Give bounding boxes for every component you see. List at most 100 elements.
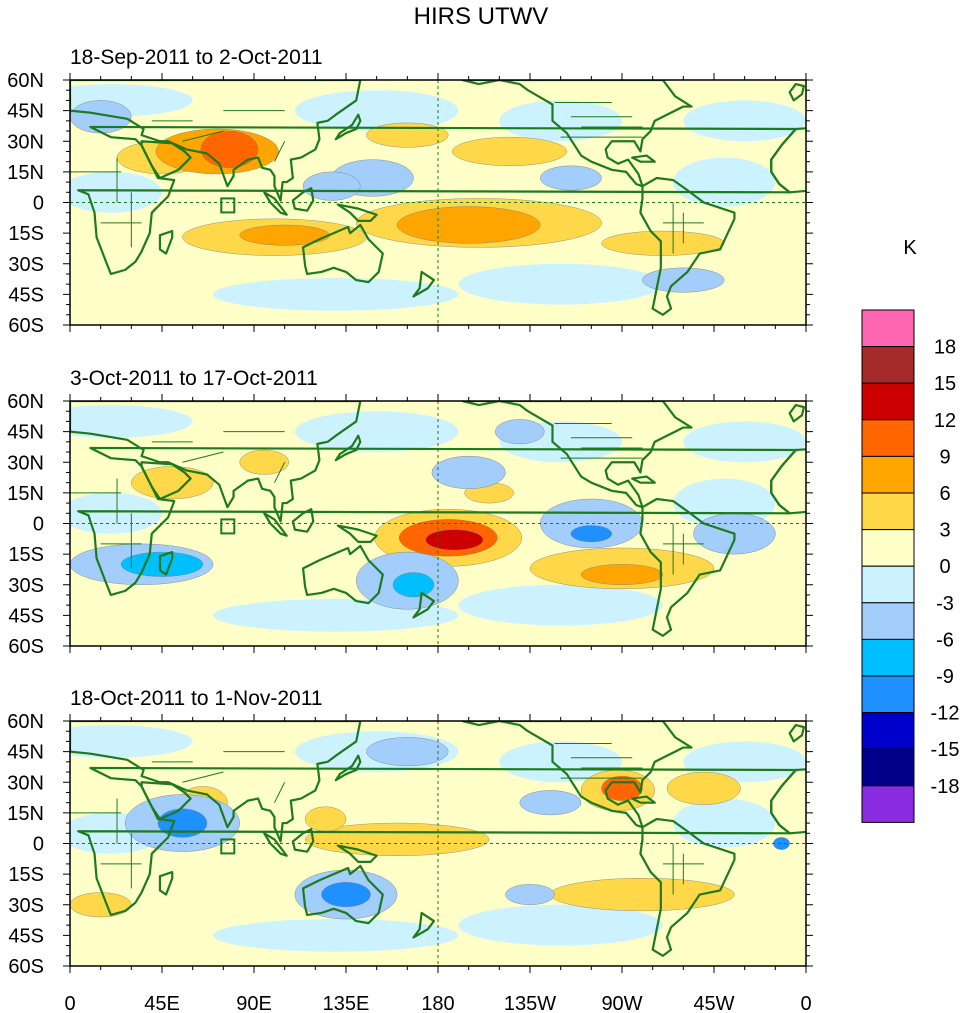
lat-tick-label: 45N bbox=[7, 422, 44, 444]
lat-tick-label: 60N bbox=[7, 70, 44, 92]
colorbar-label: -3 bbox=[936, 593, 954, 615]
anomaly-contour bbox=[131, 466, 214, 500]
coastline bbox=[788, 403, 806, 423]
coastline bbox=[334, 434, 362, 462]
anomaly-contour bbox=[294, 90, 459, 132]
anomaly-field bbox=[70, 405, 806, 632]
coastline bbox=[70, 721, 362, 843]
lat-tick-label: 60N bbox=[7, 391, 44, 413]
coastline bbox=[158, 550, 174, 576]
colorbar-swatch bbox=[861, 529, 915, 567]
lat-tick-label: 15N bbox=[7, 803, 44, 825]
lat-tick-label: 30N bbox=[7, 772, 44, 794]
anomaly-contour bbox=[673, 157, 776, 207]
lon-tick-label: 180 bbox=[421, 993, 454, 1013]
lat-tick-label: 15S bbox=[8, 223, 44, 245]
coastline bbox=[301, 223, 384, 284]
anomaly-contour bbox=[70, 405, 193, 438]
anomaly-contour bbox=[302, 171, 361, 201]
coastline bbox=[412, 591, 436, 619]
anomaly-field bbox=[70, 84, 806, 311]
colorbar-label: -18 bbox=[931, 776, 960, 798]
anomaly-contour bbox=[458, 263, 663, 305]
colorbar-swatch bbox=[861, 419, 915, 457]
border-line bbox=[273, 462, 286, 483]
anomaly-contour bbox=[505, 884, 555, 905]
anomaly-contour bbox=[239, 449, 289, 475]
lat-tick-label: 60N bbox=[7, 711, 44, 733]
map-panels: 60N 45N 30N 15N 0 15S 30S 45S 60S 18-Sep-2011 to … bbox=[7, 46, 813, 1013]
lon-tick-label: 135W bbox=[504, 993, 556, 1013]
coastline bbox=[301, 544, 384, 605]
anomaly-contour bbox=[294, 411, 459, 453]
lat-tick-label: 0 bbox=[33, 193, 44, 215]
coastline bbox=[639, 497, 736, 637]
anomaly-contour bbox=[70, 100, 132, 134]
anomaly-contour bbox=[70, 492, 162, 534]
lon-tick-label: 90W bbox=[601, 993, 642, 1013]
anomaly-contour bbox=[70, 892, 132, 918]
coastline bbox=[336, 203, 378, 222]
anomaly-contour bbox=[70, 171, 162, 213]
coastline bbox=[336, 524, 378, 543]
colorbar-label: -6 bbox=[936, 629, 954, 651]
colorbar-label: 6 bbox=[939, 483, 950, 505]
map-panel-3: 60N 45N 30N 15N 0 15S 30S 45S 60S 18-Oct-2011 to … bbox=[7, 687, 813, 978]
colorbar-swatch bbox=[861, 309, 915, 348]
anomaly-contour bbox=[495, 419, 545, 445]
coastline bbox=[77, 446, 797, 597]
colorbar-label: 12 bbox=[934, 410, 956, 432]
lat-tick-label: 45S bbox=[8, 605, 44, 627]
anomaly-contour bbox=[683, 421, 806, 463]
coastline bbox=[631, 475, 656, 484]
colorbar-label: 0 bbox=[939, 556, 950, 578]
lat-tick-label: 60S bbox=[8, 956, 44, 978]
anomaly-contour bbox=[452, 136, 567, 166]
anomaly-contour bbox=[431, 455, 506, 489]
coastlines bbox=[70, 721, 806, 957]
anomaly-contour bbox=[683, 741, 806, 783]
borders bbox=[70, 742, 704, 895]
lat-tick-label: 45S bbox=[8, 925, 44, 947]
lat-tick-label: 15N bbox=[7, 483, 44, 505]
colorbar-label: -15 bbox=[931, 739, 960, 761]
coastline bbox=[291, 508, 315, 533]
colorbar-label: 18 bbox=[934, 337, 956, 359]
lat-tick-label: 30S bbox=[8, 254, 44, 276]
panel-title: 3-Oct-2011 to 17-Oct-2011 bbox=[70, 367, 318, 390]
colorbar-label: 15 bbox=[934, 373, 956, 395]
coastline bbox=[301, 864, 384, 925]
anomaly-contour bbox=[601, 230, 725, 256]
anomaly-contour bbox=[499, 100, 622, 142]
region-box bbox=[220, 838, 236, 855]
colorbar-swatch bbox=[861, 712, 915, 750]
colorbar-label: -12 bbox=[931, 703, 960, 725]
lat-tick-label: 30S bbox=[8, 575, 44, 597]
lat-tick-label: 0 bbox=[33, 514, 44, 536]
lon-tick-label: 0 bbox=[800, 993, 811, 1013]
anomaly-contour bbox=[366, 122, 449, 148]
anomaly-contour bbox=[396, 206, 541, 244]
coastline bbox=[158, 870, 174, 896]
lat-tick-label: 60S bbox=[8, 315, 44, 337]
coastline bbox=[158, 229, 174, 255]
colorbar: K 18 15 12 9 6 3 0 -3 -6 -9 -12 -15 -18 bbox=[861, 237, 960, 823]
border-line bbox=[182, 130, 224, 142]
region-box bbox=[220, 518, 236, 535]
anomaly-contour bbox=[366, 737, 449, 767]
anomaly-contour bbox=[239, 224, 330, 246]
colorbar-swatch bbox=[861, 565, 915, 604]
lat-tick-label: 45N bbox=[7, 101, 44, 123]
anomaly-contour bbox=[666, 771, 741, 805]
coastline bbox=[631, 795, 656, 804]
lat-tick-label: 30S bbox=[8, 895, 44, 917]
anomaly-contour bbox=[540, 165, 602, 191]
lat-tick-label: 30N bbox=[7, 131, 44, 153]
lon-tick-label: 45E bbox=[144, 993, 180, 1013]
coastline bbox=[77, 125, 797, 276]
anomaly-contour bbox=[200, 130, 259, 168]
lat-tick-label: 45S bbox=[8, 284, 44, 306]
lon-tick-labels: 0 45E 90E 135E 180 135W 90W 45W 0 bbox=[64, 993, 811, 1013]
anomaly-contour bbox=[213, 278, 459, 311]
